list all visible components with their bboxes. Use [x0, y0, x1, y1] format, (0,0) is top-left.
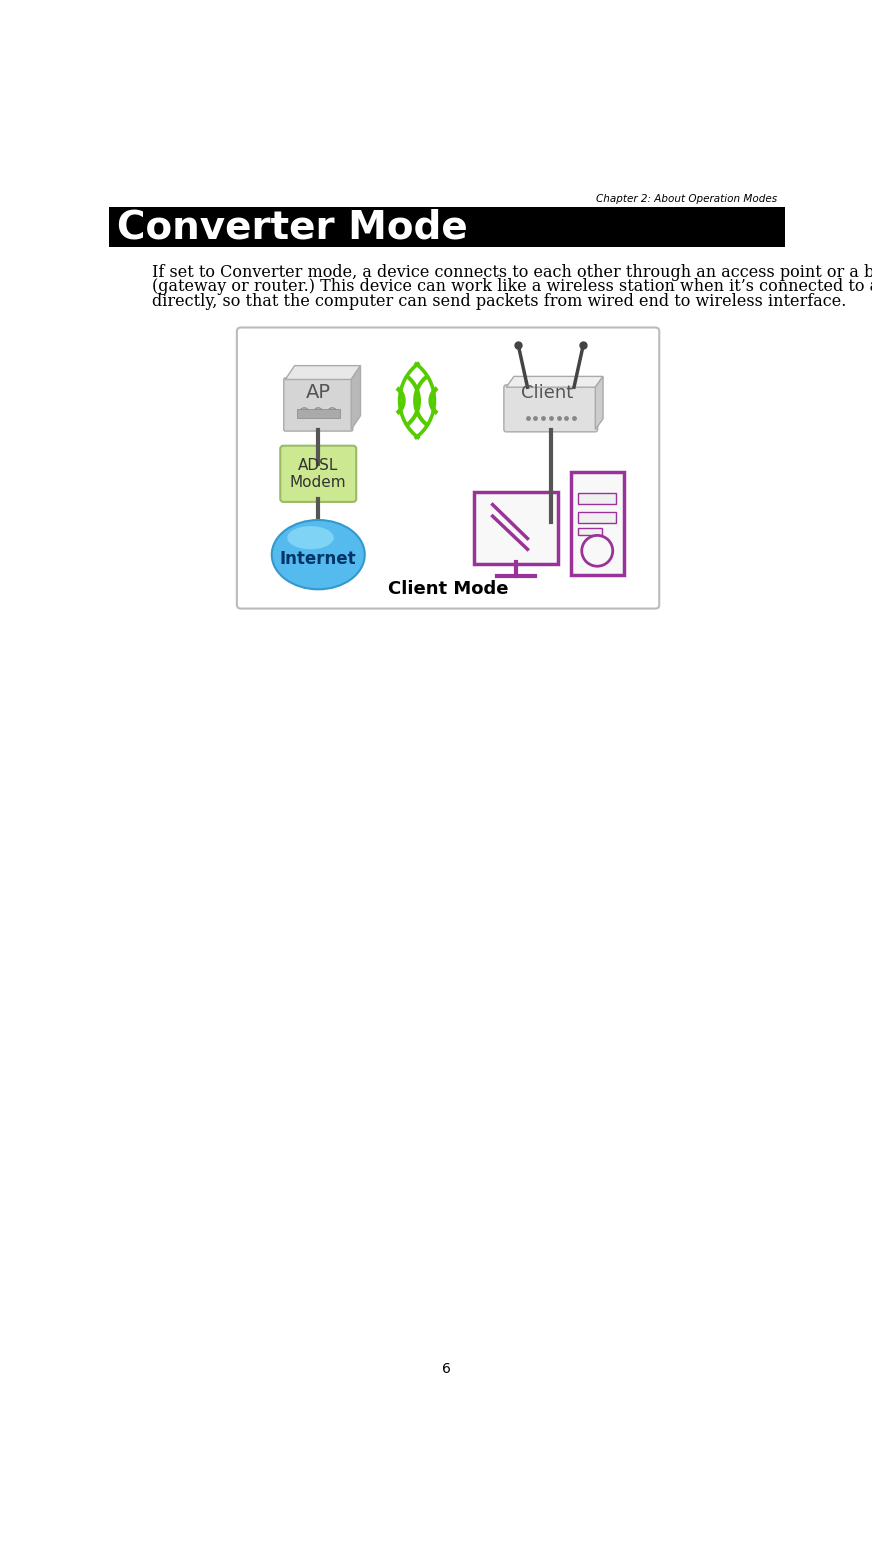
Text: Client Mode: Client Mode — [388, 580, 508, 599]
Circle shape — [314, 407, 323, 417]
FancyBboxPatch shape — [473, 491, 558, 564]
FancyBboxPatch shape — [280, 446, 357, 502]
FancyBboxPatch shape — [283, 378, 353, 431]
Polygon shape — [285, 365, 360, 379]
Circle shape — [328, 407, 337, 417]
Text: AP: AP — [306, 384, 330, 403]
Text: If set to Converter mode, a device connects to each other through an access poin: If set to Converter mode, a device conne… — [152, 264, 872, 280]
Text: Client: Client — [521, 384, 573, 401]
Polygon shape — [596, 376, 603, 429]
FancyBboxPatch shape — [237, 328, 659, 608]
Text: Chapter 2: About Operation Modes: Chapter 2: About Operation Modes — [596, 194, 777, 204]
FancyBboxPatch shape — [578, 493, 617, 504]
FancyBboxPatch shape — [578, 512, 617, 522]
FancyBboxPatch shape — [504, 386, 597, 432]
FancyBboxPatch shape — [578, 527, 602, 535]
Polygon shape — [506, 376, 603, 387]
Text: Converter Mode: Converter Mode — [117, 208, 467, 246]
Text: Internet: Internet — [280, 549, 357, 568]
FancyBboxPatch shape — [296, 409, 340, 418]
Circle shape — [300, 407, 309, 417]
Ellipse shape — [272, 519, 364, 589]
Text: ADSL
Modem: ADSL Modem — [290, 457, 346, 490]
Text: (gateway or router.) This device can work like a wireless station when it’s conn: (gateway or router.) This device can wor… — [152, 278, 872, 295]
Ellipse shape — [287, 526, 334, 549]
FancyBboxPatch shape — [109, 207, 785, 247]
Circle shape — [582, 535, 613, 566]
Polygon shape — [351, 365, 360, 429]
Text: 6: 6 — [442, 1362, 452, 1376]
Text: directly, so that the computer can send packets from wired end to wireless inter: directly, so that the computer can send … — [152, 292, 846, 309]
FancyBboxPatch shape — [570, 473, 624, 575]
